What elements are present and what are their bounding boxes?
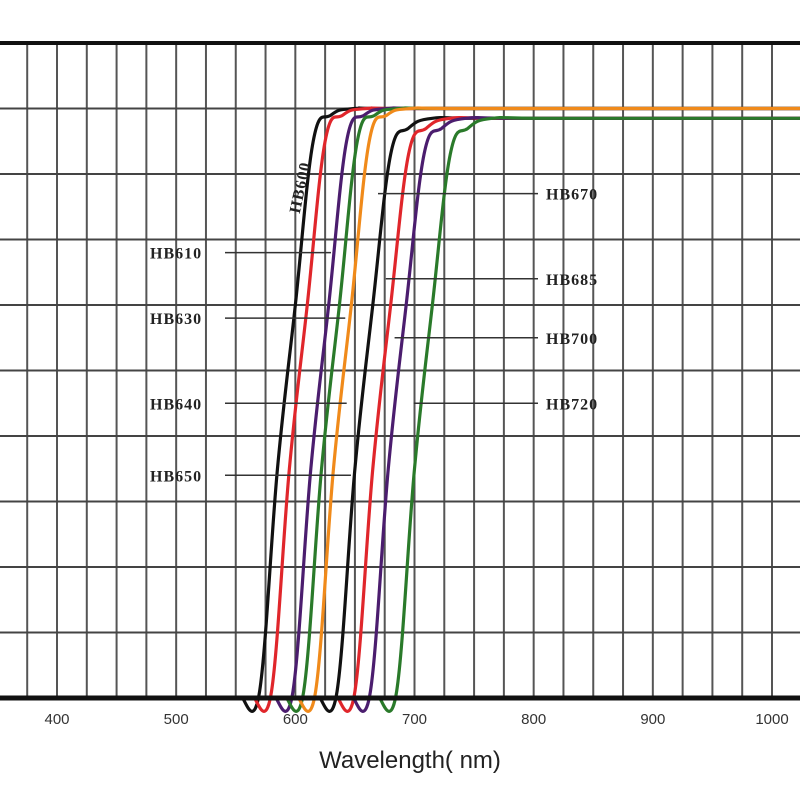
curve-label-hb600: HB600	[287, 160, 314, 215]
curve-label-hb650: HB650	[150, 468, 202, 485]
curve-label-hb670: HB670	[546, 187, 598, 204]
x-tick-label: 600	[283, 711, 308, 728]
curve-hb685	[335, 115, 800, 713]
curve-label-hb610: HB610	[150, 246, 202, 263]
curve-hb670	[317, 115, 800, 713]
x-tick-label: 700	[402, 711, 427, 728]
x-tick-label: 500	[164, 711, 189, 728]
x-tick-label: 400	[44, 711, 69, 728]
curve-hb610	[252, 106, 800, 713]
curves	[240, 106, 800, 713]
x-tick-label: 1000	[755, 711, 788, 728]
label-leaders	[225, 192, 538, 477]
x-axis-label: Wavelength( nm)	[319, 747, 501, 774]
curve-label-hb685: HB685	[546, 272, 598, 289]
curve-hb720	[377, 115, 800, 713]
curve-labels: HB600 HB610 HB630 HB640 HB650 HB670 HB685 HB700…	[150, 160, 598, 485]
curve-label-hb640: HB640	[150, 396, 202, 413]
x-tick-label: 900	[640, 711, 665, 728]
curve-label-hb720: HB720	[546, 396, 598, 413]
x-tick-label: 800	[521, 711, 546, 728]
curve-hb630	[273, 106, 800, 713]
axes-frame	[0, 41, 800, 701]
x-tick-labels: 400 500 600 700 800 900 1000	[44, 711, 788, 728]
curve-hb650	[296, 106, 800, 713]
curve-label-hb630: HB630	[150, 311, 202, 328]
curve-label-hb700: HB700	[546, 331, 598, 348]
